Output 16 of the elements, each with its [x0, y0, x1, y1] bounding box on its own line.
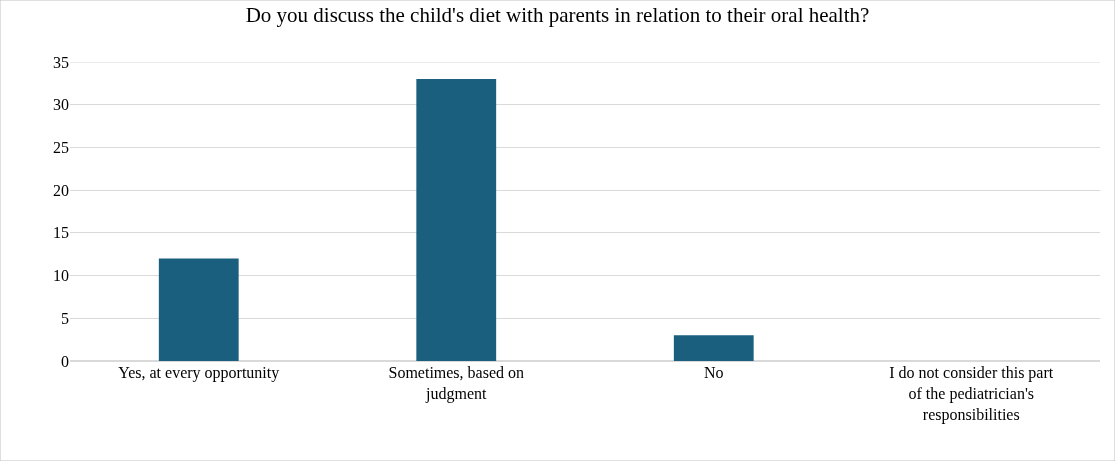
bar [158, 258, 239, 361]
x-tick-label: Sometimes, based on judgment [388, 364, 525, 403]
y-tick-label: 10 [53, 267, 69, 285]
y-tick-label: 15 [53, 224, 69, 242]
x-tick-label: I do not consider this part of the pediatrician's responsibilities [889, 364, 1054, 424]
bar [416, 79, 497, 361]
y-tick-label: 25 [53, 139, 69, 157]
y-tick-label: 30 [53, 96, 69, 114]
y-tick-label: 35 [53, 53, 69, 71]
x-tick-label: Yes, at every opportunity [118, 364, 280, 382]
bar [673, 335, 754, 361]
x-tick-label: No [703, 364, 724, 381]
y-tick-label: 20 [53, 181, 69, 199]
y-tick-label: 0 [61, 352, 69, 370]
chart-title: Do you discuss the child's diet with parents in relation to their oral health? [245, 2, 870, 27]
y-tick-label: 5 [61, 309, 69, 327]
